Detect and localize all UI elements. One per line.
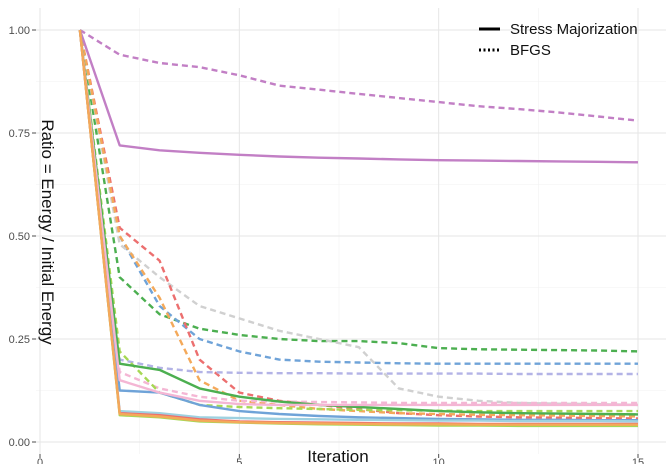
y-tick-label: 0.00	[9, 437, 30, 449]
bfgs-line-3	[78, 29, 638, 365]
x-tick-label: 5	[236, 457, 242, 464]
legend-label-bfgs: BFGS	[510, 42, 551, 59]
y-tick-label: 0.25	[9, 334, 30, 346]
y-tick-label: 0.75	[9, 128, 30, 140]
bfgs-line-7	[78, 29, 638, 376]
panel-background	[36, 8, 666, 454]
bfgs-line-6	[78, 29, 639, 418]
grid	[36, 8, 666, 454]
stress-majorization-line-13	[78, 29, 638, 407]
legend-label-stress-majorization: Stress Majorization	[510, 21, 638, 38]
bfgs-line-1	[79, 28, 639, 122]
x-tick-label: 15	[632, 457, 644, 464]
bfgs-line-8	[78, 29, 638, 405]
series-group	[78, 28, 639, 428]
bfgs-line-4	[78, 29, 639, 407]
y-tick-label: 1.00	[9, 25, 30, 37]
stress-majorization-line-17	[78, 29, 638, 426]
bfgs-line-2	[78, 29, 639, 353]
x-tick-label: 10	[433, 457, 445, 464]
stress-majorization-line-15	[78, 29, 639, 423]
legend: Stress Majorization BFGS	[479, 21, 638, 59]
y-tick-label: 0.50	[9, 231, 30, 243]
stress-majorization-line-11	[78, 29, 639, 416]
stress-majorization-line-10	[78, 29, 639, 164]
y-axis-label: Ratio = Energy / Initial Energy	[38, 119, 57, 345]
x-axis-label: Iteration	[307, 447, 368, 464]
x-tick-label: 0	[37, 457, 43, 464]
stress-majorization-line-12	[78, 29, 638, 422]
